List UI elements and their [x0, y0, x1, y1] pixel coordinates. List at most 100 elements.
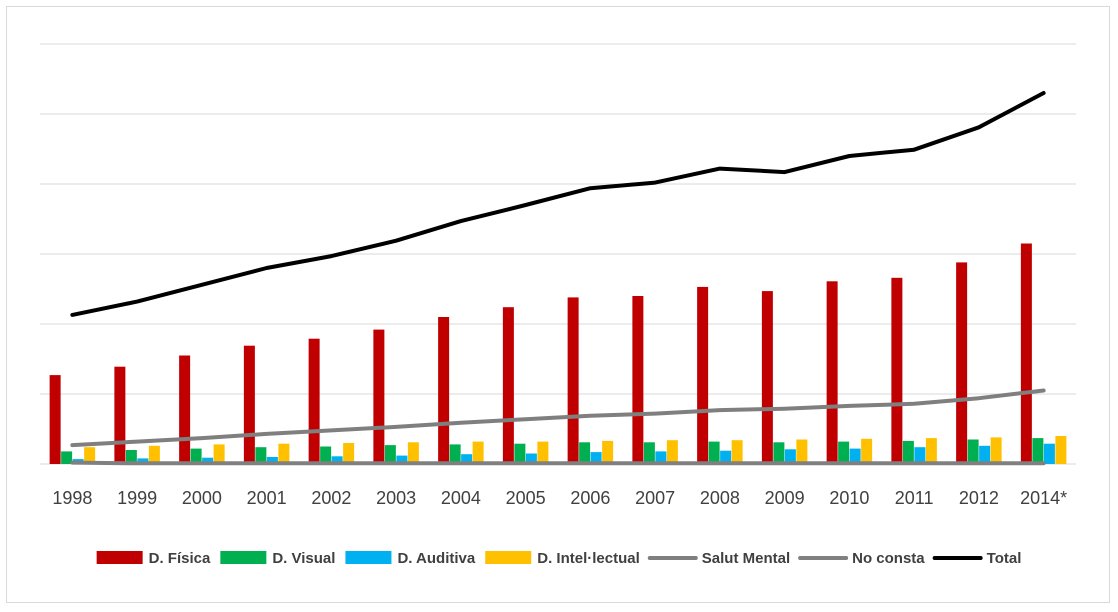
- bar-d-intel-lectual-1999: [148, 445, 160, 464]
- bar-d-auditiva-2008: [720, 450, 732, 464]
- bar-d-auditiva-2000: [202, 457, 214, 464]
- gridlines: [40, 43, 1076, 465]
- bar-d-intel-lectual-1998: [84, 447, 96, 464]
- bar-d-visual-2001: [255, 447, 267, 464]
- line-total: [70, 91, 1046, 317]
- x-axis-ticks: 1998 1999 2000 2001 2002 2003 2004 2005 2006 2007…: [52, 488, 1067, 508]
- bar-d-intel-lectual-2006: [602, 440, 614, 464]
- legend-label-total: Total: [987, 550, 1022, 567]
- legend-swatch-d-auditiva: [345, 551, 392, 564]
- x-tick-label: 2006: [570, 488, 610, 508]
- bar-d-fisica-2002: [308, 338, 320, 464]
- bar-d-fisica-2009: [761, 291, 773, 464]
- x-tick-label: 2000: [182, 488, 222, 508]
- bar-d-auditiva-1999: [137, 458, 149, 464]
- bar-d-visual-2012: [967, 439, 979, 464]
- bar-d-auditiva-2011: [914, 447, 926, 464]
- bar-d-visual-2005: [514, 443, 526, 464]
- x-tick-label: 2008: [700, 488, 740, 508]
- bar-d-fisica-2001: [243, 345, 255, 464]
- line-salut-mental: [70, 388, 1046, 448]
- legend-label-d-intel-lectual: D. Intel·lectual: [537, 550, 640, 567]
- chart-frame: 1998 1999 2000 2001 2002 2003 2004 2005 2006 2007…: [6, 6, 1110, 603]
- bar-d-intel-lectual-2001: [278, 443, 290, 464]
- x-tick-label: 1999: [117, 488, 157, 508]
- bar-d-intel-lectual-2011: [925, 438, 937, 464]
- bar-d-visual-2010: [838, 441, 850, 464]
- bar-d-auditiva-2003: [396, 455, 408, 464]
- bar-d-intel-lectual-2003: [407, 442, 419, 464]
- x-tick-label: 2005: [506, 488, 546, 508]
- bar-d-visual-2003: [384, 445, 396, 464]
- bars: [49, 243, 1067, 464]
- bar-d-fisica-2000: [179, 355, 191, 464]
- bar-d-auditiva-2004: [461, 454, 473, 464]
- bar-d-fisica-2006: [567, 297, 579, 464]
- bar-d-intel-lectual-2012: [990, 437, 1002, 464]
- bar-d-fisica-1998: [49, 375, 61, 464]
- bar-d-visual-2014: [1032, 438, 1044, 464]
- legend-label-d-fisica: D. Física: [149, 550, 211, 567]
- x-tick-label: 2011: [895, 488, 934, 508]
- bar-d-fisica-2004: [438, 317, 450, 464]
- bar-d-intel-lectual-2000: [213, 444, 225, 464]
- x-tick-label: 2012: [959, 488, 999, 508]
- bar-d-auditiva-2006: [590, 452, 602, 464]
- legend-label-salut-mental: Salut Mental: [702, 550, 790, 567]
- legend-label-d-auditiva: D. Auditiva: [397, 550, 475, 567]
- bar-d-visual-1999: [125, 450, 137, 464]
- bar-d-intel-lectual-2007: [666, 440, 678, 464]
- bar-d-fisica-2003: [373, 329, 385, 464]
- bar-d-auditiva-2009: [784, 449, 796, 464]
- bar-d-auditiva-2014: [1043, 443, 1055, 464]
- legend-label-d-visual: D. Visual: [272, 550, 335, 567]
- bar-d-intel-lectual-2009: [796, 439, 808, 464]
- legend-swatch-d-fisica: [96, 551, 143, 564]
- legend-swatch-d-visual: [220, 551, 267, 564]
- bar-d-intel-lectual-2010: [861, 438, 873, 464]
- bar-d-visual-2002: [320, 446, 332, 464]
- bar-d-intel-lectual-2004: [472, 441, 484, 464]
- x-tick-label: 2002: [311, 488, 351, 508]
- bar-d-visual-2008: [708, 441, 720, 464]
- bar-d-visual-1998: [61, 451, 73, 464]
- x-tick-label: 2009: [765, 488, 805, 508]
- bar-d-fisica-2014: [1020, 243, 1032, 464]
- bar-d-fisica-2011: [891, 277, 903, 464]
- x-tick-label: 2001: [247, 488, 287, 508]
- legend-swatch-d-intel-lectual: [485, 551, 532, 564]
- series-lines: [70, 91, 1046, 466]
- bar-d-auditiva-2010: [849, 448, 861, 464]
- bar-d-auditiva-2012: [979, 445, 991, 464]
- x-tick-label: 2014*: [1020, 488, 1067, 508]
- bar-d-visual-2004: [449, 444, 461, 464]
- bar-d-visual-2006: [579, 442, 591, 464]
- bar-d-auditiva-2001: [266, 457, 278, 464]
- bar-d-intel-lectual-2005: [537, 441, 549, 464]
- bar-d-intel-lectual-2008: [731, 440, 743, 464]
- bar-d-visual-2009: [773, 442, 785, 464]
- x-tick-label: 1998: [52, 488, 92, 508]
- bar-d-auditiva-2007: [655, 451, 667, 464]
- bar-d-fisica-2005: [502, 307, 514, 464]
- bar-d-fisica-2007: [632, 296, 644, 464]
- bar-d-fisica-1999: [114, 366, 126, 464]
- bar-d-visual-2000: [190, 448, 202, 464]
- bar-d-fisica-2012: [956, 262, 968, 464]
- bar-d-fisica-2008: [697, 286, 709, 464]
- bar-d-auditiva-2005: [525, 453, 537, 464]
- x-tick-label: 2010: [829, 488, 869, 508]
- x-tick-label: 2003: [376, 488, 416, 508]
- combo-chart: 1998 1999 2000 2001 2002 2003 2004 2005 2006 2007…: [40, 43, 1076, 567]
- legend: D. Física D. Visual D. Auditiva D. Intel·le…: [96, 550, 1022, 567]
- bar-d-intel-lectual-2014: [1055, 436, 1067, 464]
- bar-d-visual-2011: [902, 440, 914, 464]
- bar-d-auditiva-2002: [331, 456, 343, 464]
- bar-d-fisica-2010: [826, 281, 838, 464]
- line-no-consta: [70, 460, 1046, 466]
- x-tick-label: 2007: [635, 488, 675, 508]
- bar-d-visual-2007: [643, 442, 655, 464]
- x-tick-label: 2004: [441, 488, 481, 508]
- bar-d-intel-lectual-2002: [343, 443, 355, 464]
- legend-label-no-consta: No consta: [852, 550, 925, 567]
